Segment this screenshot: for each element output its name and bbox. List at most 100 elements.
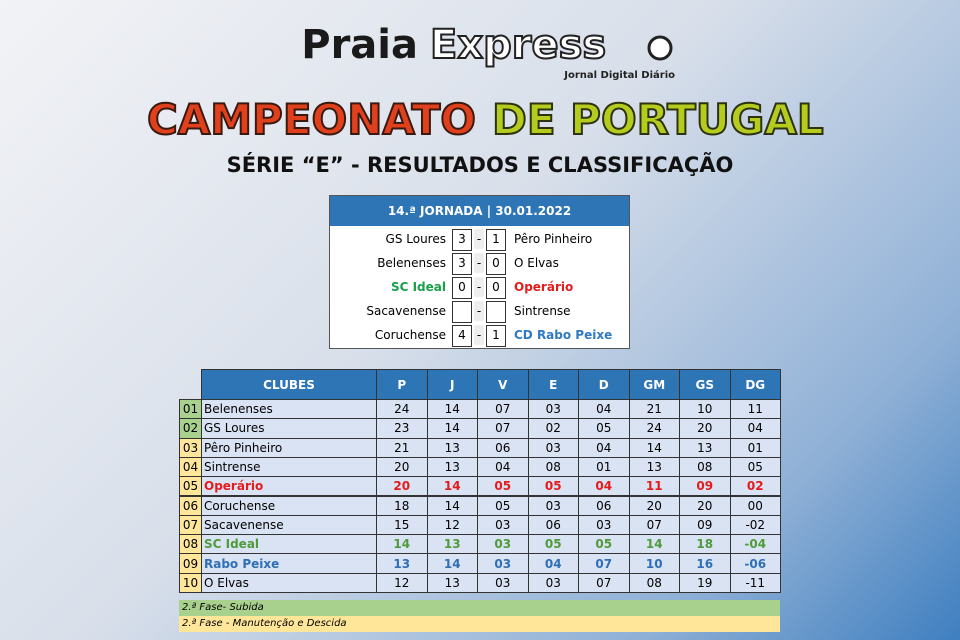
stat: 18 [376, 495, 428, 516]
stat: 20 [376, 476, 428, 497]
stat: 08 [527, 456, 579, 478]
results-box: 14.ª JORNADA | 30.01.2022 GS Loures 3-1 Pê… [329, 195, 630, 349]
stat: 08 [679, 456, 731, 478]
stat: 03 [477, 572, 529, 593]
stat: 07 [578, 572, 630, 593]
away-team: Sintrense [514, 304, 571, 318]
stat: 05 [477, 495, 529, 516]
position: 05 [179, 476, 202, 497]
club-name: Sacavenense [201, 514, 377, 536]
stat: 10 [628, 553, 680, 574]
position: 07 [179, 514, 202, 536]
stat: 05 [729, 456, 781, 478]
stat: 03 [477, 553, 529, 574]
stat: 04 [477, 456, 529, 478]
legend-item: 2.ª Fase- Subida [179, 600, 780, 616]
stat: 14 [628, 437, 680, 458]
stat: 03 [477, 514, 529, 536]
stat: -02 [729, 514, 781, 536]
stat: 14 [426, 418, 478, 439]
stat: 24 [376, 399, 428, 420]
home-team: Sacavenense [366, 304, 446, 318]
brand: Express [430, 22, 606, 68]
position: 08 [179, 534, 202, 555]
score-dash: - [474, 277, 484, 297]
away-goals: 0 [486, 277, 506, 299]
stat: 11 [628, 476, 680, 497]
home-team: Coruchense [374, 328, 446, 342]
away-goals: 1 [486, 325, 506, 347]
stat: 03 [578, 514, 630, 536]
away-goals: 1 [486, 229, 506, 251]
stat: 10 [679, 399, 731, 420]
stat: 13 [679, 437, 731, 458]
stat: 05 [578, 534, 630, 555]
club-name: O Elvas [201, 572, 377, 593]
stat: -04 [729, 534, 781, 555]
stat: 14 [426, 495, 478, 516]
club-name: Belenenses [201, 399, 377, 420]
stat: 04 [578, 437, 630, 458]
stat: 05 [477, 476, 529, 497]
away-team: CD Rabo Peixe [514, 328, 613, 342]
results-heading: 14.ª JORNADA | 30.01.2022 [330, 196, 629, 226]
stat: 03 [527, 495, 579, 516]
position: 02 [179, 418, 202, 439]
stat: 02 [527, 418, 579, 439]
column-header: DG [729, 369, 781, 400]
standings: CLUBES P J V E D GM GS DG 01 Belenenses 24 14 07 03 04 2… [179, 369, 781, 633]
away-team: O Elvas [514, 256, 559, 270]
position: 01 [179, 399, 202, 420]
stat: 13 [376, 553, 428, 574]
away-team: Pêro Pinheiro [514, 232, 593, 246]
stat: 20 [679, 495, 731, 516]
stat: 21 [376, 437, 428, 458]
stat: 12 [376, 572, 428, 593]
column-header: GS [679, 369, 731, 400]
stat: 05 [578, 418, 630, 439]
stat: 02 [729, 476, 781, 497]
stat: 14 [376, 534, 428, 555]
header: Praia Express Jornal Digital Diário CAMP… [146, 21, 825, 177]
stat: 09 [679, 476, 731, 497]
stat: 13 [426, 534, 478, 555]
stat: 00 [729, 495, 781, 516]
stat: 01 [578, 456, 630, 478]
stat: 01 [729, 437, 781, 458]
position: 03 [179, 437, 202, 458]
column-header: P [376, 369, 428, 400]
stat: 07 [578, 553, 630, 574]
stat: 07 [628, 514, 680, 536]
position: 09 [179, 553, 202, 574]
stat: 07 [477, 418, 529, 439]
club-name: Operário [201, 476, 377, 497]
stat: 05 [527, 534, 579, 555]
club-name: SC Ideal [201, 534, 377, 555]
stat: 14 [426, 553, 478, 574]
stat: -11 [729, 572, 781, 593]
stat: 05 [527, 476, 579, 497]
home-goals [452, 301, 472, 323]
stat: 09 [679, 514, 731, 536]
home-goals: 3 [452, 229, 472, 251]
stat: 11 [729, 399, 781, 420]
position: 06 [179, 495, 202, 516]
stat: 13 [426, 437, 478, 458]
stat: 04 [578, 476, 630, 497]
home-team: SC Ideal [390, 280, 446, 294]
home-team: GS Loures [385, 232, 446, 246]
stat: 06 [578, 495, 630, 516]
stat: 07 [477, 399, 529, 420]
stat: 04 [729, 418, 781, 439]
stat: 18 [679, 534, 731, 555]
stat: 13 [628, 456, 680, 478]
stat: 03 [477, 534, 529, 555]
stat: 08 [628, 572, 680, 593]
stat: 14 [426, 399, 478, 420]
away-goals: 0 [486, 253, 506, 275]
brand: Praia [301, 22, 418, 68]
score-dash: - [474, 325, 484, 345]
stat: 23 [376, 418, 428, 439]
title: DE PORTUGAL [492, 95, 824, 144]
